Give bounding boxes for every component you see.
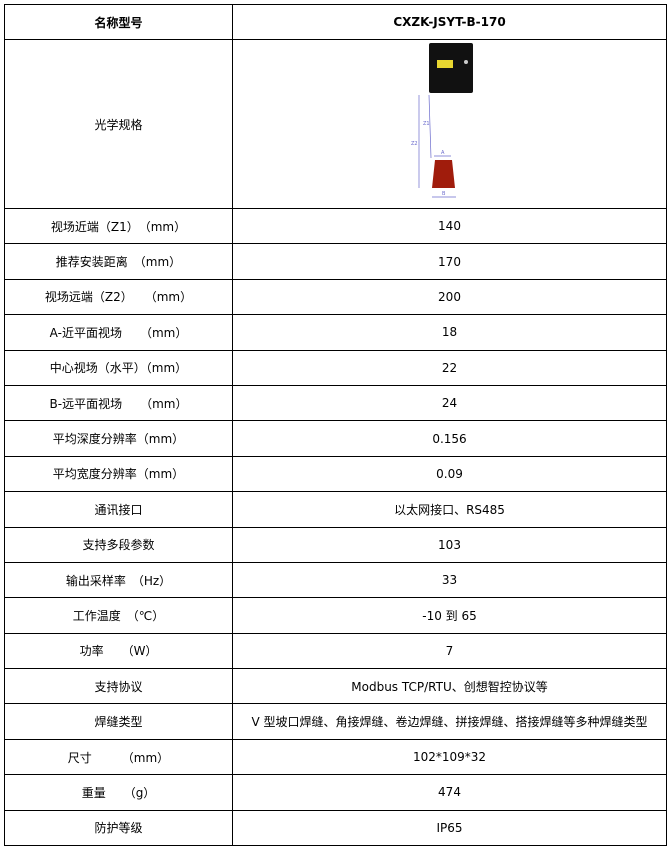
dim-label-z1: Z1	[423, 121, 430, 127]
table-row: A-近平面视场 （mm） 18	[4, 314, 667, 351]
row-label: A-近平面视场 （mm）	[4, 314, 233, 351]
table-row: 推荐安装距离 （mm） 170	[4, 243, 667, 280]
row-label: 焊缝类型	[4, 703, 233, 740]
header-value: CXZK-JSYT-B-170	[232, 4, 667, 40]
row-label: 中心视场（水平）（mm）	[4, 349, 233, 386]
row-label: 重量 （g）	[4, 774, 233, 811]
row-value: 以太网接口、RS485	[232, 491, 667, 528]
row-value: IP65	[232, 809, 667, 846]
row-label: 平均深度分辨率（mm）	[4, 420, 233, 457]
header-row: 名称型号 CXZK-JSYT-B-170	[4, 4, 667, 40]
sensor-led	[463, 60, 468, 64]
table-row: 尺寸 （mm） 102*109*32	[4, 738, 667, 776]
table-row: 中心视场（水平）（mm） 22	[4, 349, 667, 386]
table-row: 输出采样率 （Hz） 33	[4, 561, 667, 599]
table-row: 平均宽度分辨率（mm） 0.09	[4, 455, 667, 493]
row-value: 18	[232, 314, 667, 351]
row-label: 工作温度 （℃）	[4, 597, 233, 634]
row-label: 视场远端（Z2） （mm）	[4, 278, 233, 316]
row-value: 170	[232, 243, 667, 280]
table-row: 焊缝类型 V 型坡口焊缝、角接焊缝、卷边焊缝、拼接焊缝、搭接焊缝等多种焊缝类型	[4, 703, 667, 740]
dim-label-a: A	[441, 150, 445, 156]
row-value: 140	[232, 207, 667, 245]
row-label: 功率 （W）	[4, 632, 233, 670]
row-value: 24	[232, 384, 667, 422]
dim-label-z2: Z2	[411, 141, 418, 147]
row-label: 推荐安装距离 （mm）	[4, 243, 233, 280]
dim-label-b: B	[442, 191, 446, 197]
table-row: 视场近端（Z1） （mm） 140	[4, 207, 667, 245]
table-row: 视场远端（Z2） （mm） 200	[4, 278, 667, 316]
row-value: 0.09	[232, 455, 667, 493]
table-row: B-远平面视场 （mm） 24	[4, 384, 667, 422]
row-value: 474	[232, 774, 667, 811]
row-value: 7	[232, 632, 667, 670]
row-label: 尺寸 （mm）	[4, 738, 233, 776]
table-row: 工作温度 （℃） -10 到 65	[4, 597, 667, 634]
row-label: 平均宽度分辨率（mm）	[4, 455, 233, 493]
optics-diagram: Z1 Z2 A B	[411, 43, 473, 198]
row-label: B-远平面视场 （mm）	[4, 384, 233, 422]
row-label: 支持多段参数	[4, 526, 233, 563]
optics-diagram-cell: Z1 Z2 A B	[232, 39, 667, 209]
table-row: 平均深度分辨率（mm） 0.156	[4, 420, 667, 457]
optics-row: 光学规格 Z1 Z2 A B	[4, 39, 667, 209]
row-value: 0.156	[232, 420, 667, 457]
row-label: 支持协议	[4, 668, 233, 705]
dimension-lines	[418, 94, 456, 198]
row-label: 视场近端（Z1） （mm）	[4, 207, 233, 245]
table-row: 防护等级 IP65	[4, 809, 667, 846]
row-value: 103	[232, 526, 667, 563]
row-value: 102*109*32	[232, 738, 667, 776]
row-label: 防护等级	[4, 809, 233, 846]
table-row: 重量 （g） 474	[4, 774, 667, 811]
table-row: 支持协议 Modbus TCP/RTU、创想智控协议等	[4, 668, 667, 705]
row-label: 通讯接口	[4, 491, 233, 528]
header-label: 名称型号	[4, 4, 233, 40]
row-value: 33	[232, 561, 667, 599]
row-value: 200	[232, 278, 667, 316]
sensor-logo	[436, 60, 453, 68]
table-row: 支持多段参数 103	[4, 526, 667, 563]
spec-rows: 视场近端（Z1） （mm） 140 推荐安装距离 （mm） 170 视场远端（Z2） （…	[4, 207, 667, 846]
row-value: V 型坡口焊缝、角接焊缝、卷边焊缝、拼接焊缝、搭接焊缝等多种焊缝类型	[232, 703, 667, 740]
spec-table: 名称型号 CXZK-JSYT-B-170 光学规格 Z1 Z2 A B 视场近端…	[4, 4, 667, 846]
table-row: 通讯接口 以太网接口、RS485	[4, 491, 667, 528]
row-value: -10 到 65	[232, 597, 667, 634]
row-label: 输出采样率 （Hz）	[4, 561, 233, 599]
optics-label: 光学规格	[4, 39, 233, 209]
row-value: Modbus TCP/RTU、创想智控协议等	[232, 668, 667, 705]
field-of-view-target	[431, 160, 455, 188]
row-value: 22	[232, 349, 667, 386]
table-row: 功率 （W） 7	[4, 632, 667, 670]
